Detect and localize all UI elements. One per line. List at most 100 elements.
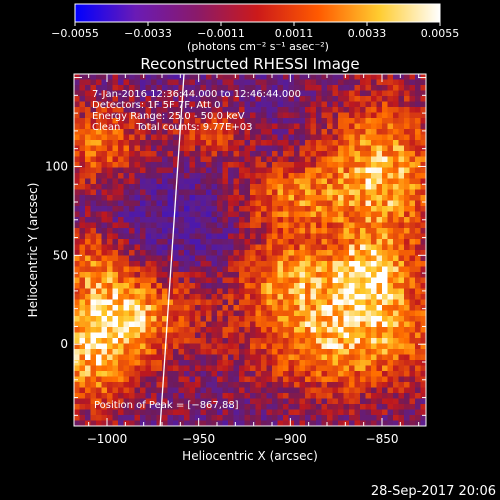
heatmap-cell [228,349,234,355]
heatmap-cell [112,343,119,350]
heatmap-cell [371,299,377,306]
heatmap-cell [173,283,179,289]
heatmap-cell [74,173,80,179]
heatmap-cell [200,310,207,317]
heatmap-cell [261,338,267,344]
heatmap-cell [129,178,135,185]
heatmap-cell [96,250,102,256]
peak-position-label: Position of Peak = [−867,88] [94,400,239,411]
heatmap-cell [327,96,333,102]
heatmap-cell [250,321,256,328]
heatmap-cell [85,261,91,267]
heatmap-cell [189,206,196,212]
heatmap-cell [288,79,295,86]
heatmap-cell [420,228,426,234]
heatmap-cell [211,85,218,91]
heatmap-cell [222,299,229,306]
heatmap-cell [123,200,130,207]
heatmap-cell [327,74,333,80]
heatmap-cell [338,294,344,300]
heatmap-cell [288,354,295,361]
heatmap-cell [74,371,80,377]
heatmap-cell [74,107,80,113]
heatmap-cell [195,376,201,383]
heatmap-cell [310,173,317,179]
heatmap-cell [321,409,328,416]
heatmap-cell [393,354,399,361]
heatmap-cell [145,107,152,113]
heatmap-cell [134,382,141,388]
heatmap-cell [162,398,168,405]
heatmap-cell [167,200,174,207]
heatmap-cell [145,206,152,212]
heatmap-cell [261,112,267,119]
heatmap-cell [299,387,306,394]
heatmap-cell [145,189,152,196]
heatmap-cell [140,118,146,124]
heatmap-cell [371,112,377,119]
heatmap-cell [140,420,146,426]
heatmap-cell [255,387,262,394]
heatmap-cell [272,415,278,421]
heatmap-cell [277,365,284,372]
heatmap-cell [409,178,416,185]
heatmap-cell [349,272,355,278]
heatmap-cell [156,151,163,157]
heatmap-cell [129,283,135,289]
heatmap-cell [107,140,113,146]
heatmap-cell [85,233,91,240]
heatmap-cell [90,272,97,278]
heatmap-cell [206,398,212,405]
heatmap-cell [101,310,108,317]
heatmap-cell [228,332,234,339]
heatmap-cell [244,299,251,306]
heatmap-cell [239,239,245,245]
heatmap-cell [420,129,426,135]
heatmap-cell [173,393,179,399]
heatmap-cell [101,85,108,91]
heatmap-cell [354,305,361,311]
heatmap-cell [409,354,416,361]
heatmap-cell [173,211,179,218]
heatmap-cell [118,178,124,185]
heatmap-cell [255,310,262,317]
heatmap-cell [321,327,328,333]
heatmap-cell [272,206,278,212]
heatmap-cell [173,162,179,168]
heatmap-cell [327,255,333,262]
heatmap-cell [79,305,86,311]
heatmap-cell [239,305,245,311]
heatmap-cell [244,415,251,421]
heatmap-cell [123,343,130,350]
heatmap-cell [156,96,163,102]
heatmap-cell [85,365,91,372]
heatmap-cell [382,140,388,146]
heatmap-cell [376,349,383,355]
heatmap-cell [79,250,86,256]
heatmap-cell [250,266,256,273]
heatmap-cell [200,398,207,405]
heatmap-cell [96,134,102,141]
heatmap-cell [189,255,196,262]
heatmap-cell [123,233,130,240]
heatmap-cell [288,283,295,289]
heatmap-cell [118,261,124,267]
heatmap-cell [178,244,185,251]
heatmap-cell [101,118,108,124]
heatmap-cell [101,261,108,267]
heatmap-cell [118,200,124,207]
heatmap-cell [112,228,119,234]
heatmap-cell [360,107,366,113]
heatmap-cell [250,112,256,119]
heatmap-cell [123,118,130,124]
heatmap-cell [277,173,284,179]
heatmap-cell [393,332,399,339]
heatmap-cell [321,294,328,300]
heatmap-cell [222,134,229,141]
heatmap-cell [349,217,355,223]
heatmap-cell [189,217,196,223]
heatmap-cell [244,382,251,388]
heatmap-cell [233,96,240,102]
heatmap-cell [140,277,146,284]
heatmap-cell [327,261,333,267]
